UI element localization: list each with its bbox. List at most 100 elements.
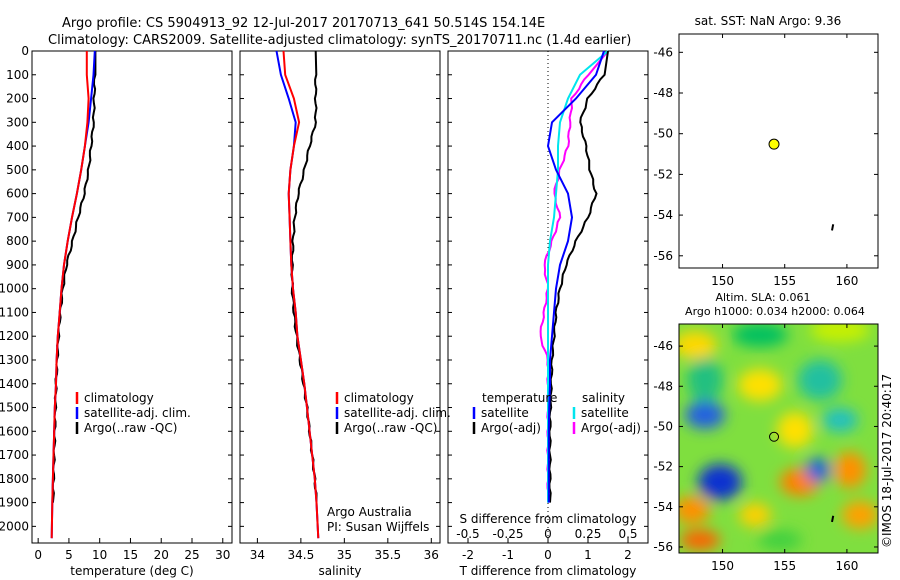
salinity-series-group	[275, 50, 320, 539]
legend-label-s-satellite: satellite	[581, 406, 629, 420]
difference-series-group	[539, 50, 609, 503]
depth-tick-label: 800	[6, 234, 29, 248]
sla-map-subtitle: Argo h1000: 0.034 h2000: 0.064	[685, 305, 865, 318]
imos-stamp: ©IMOS 18-Jul-2017 20:40:17	[880, 374, 894, 548]
series-line-satellite-adj-clim-	[50, 50, 96, 539]
x-tick-label: 34	[250, 548, 265, 562]
sla-map-title: Altim. SLA: 0.061	[715, 291, 810, 304]
difference-legend: temperature salinity satellite Argo(-adj…	[472, 391, 641, 435]
map-y-tick-label: -54	[653, 500, 673, 514]
salinity-panel-frame	[239, 50, 441, 544]
depth-tick-label: 1100	[0, 305, 29, 319]
x-tick-label: 0	[544, 548, 552, 562]
map-y-tick-label: -50	[653, 419, 673, 433]
x-tick-label: 25	[184, 548, 199, 562]
map-y-tick-label: -56	[653, 540, 673, 554]
x2-tick-label: 0.25	[575, 527, 602, 541]
sst-map-frame	[678, 33, 879, 269]
temperature-panel-frame	[31, 50, 233, 544]
x2-tick-label: -0.5	[456, 527, 479, 541]
map-x-tick-label: 150	[711, 559, 734, 573]
depth-tick-label: 1700	[0, 448, 29, 462]
legend-title-temperature: temperature	[482, 391, 557, 405]
x-tick-label: 34.5	[288, 548, 315, 562]
depth-tick-label: 1900	[0, 496, 29, 510]
series-line-satellite	[546, 50, 605, 503]
legend-label-satellite: satellite-adj. clim.	[344, 406, 451, 420]
x2-tick-label: 0.5	[618, 527, 637, 541]
salinity-legend: climatology satellite-adj. clim. Argo(..…	[327, 391, 451, 534]
x-tick-label: 10	[92, 548, 107, 562]
x-tick-label: 20	[154, 548, 169, 562]
axes-group: 0 5 10 15 20 25 300100200300400500600700800900…	[0, 44, 648, 562]
difference-xlabel: T difference from climatology	[459, 564, 637, 578]
depth-tick-label: 900	[6, 258, 29, 272]
depth-tick-label: 1400	[0, 377, 29, 391]
sla-map-frame	[678, 323, 879, 554]
depth-tick-label: 600	[6, 187, 29, 201]
difference-x2label: S difference from climatology	[460, 512, 637, 526]
map-x-tick-label: 160	[835, 274, 858, 288]
sst-map-content: 150 155 160 -46 -48 -50 -52 -54 -56	[653, 34, 878, 288]
float-track	[831, 224, 835, 231]
depth-tick-label: 1300	[0, 353, 29, 367]
depth-tick-label: 200	[6, 92, 29, 106]
float-position-marker	[769, 431, 780, 442]
depth-tick-label: 2000	[0, 519, 29, 533]
legend-label-climatology: climatology	[344, 391, 414, 405]
temperature-legend: climatology satellite-adj. clim. Argo(..…	[75, 391, 191, 435]
legend-label-argo: Argo(..raw -QC)	[344, 421, 437, 435]
map-y-tick-label: -56	[653, 249, 673, 263]
map-y-tick-label: -50	[653, 127, 673, 141]
legend-label-t-satellite: satellite	[481, 406, 529, 420]
x-tick-label: 36	[424, 548, 439, 562]
x-tick-label: -1	[502, 548, 514, 562]
x-tick-label: 0	[34, 548, 42, 562]
depth-tick-label: 1200	[0, 329, 29, 343]
sla-heatmap	[679, 324, 878, 553]
figure-title-line2: Climatology: CARS2009. Satellite-adjuste…	[48, 33, 631, 48]
map-x-tick-label: 160	[835, 559, 858, 573]
x-tick-label: 35.5	[374, 548, 401, 562]
map-y-tick-label: -48	[653, 379, 673, 393]
legend-label-climatology: climatology	[84, 391, 154, 405]
depth-tick-label: 400	[6, 139, 29, 153]
x-tick-label: 2	[624, 548, 632, 562]
map-y-tick-label: -48	[653, 86, 673, 100]
map-y-tick-label: -52	[653, 460, 673, 474]
attribution-line2: PI: Susan Wijffels	[327, 520, 429, 534]
x2-tick-label: 0	[544, 527, 552, 541]
depth-tick-label: 500	[6, 163, 29, 177]
salinity-xlabel: salinity	[318, 564, 361, 578]
map-y-tick-label: -54	[653, 208, 673, 222]
x-tick-label: 30	[215, 548, 230, 562]
depth-tick-label: 1600	[0, 424, 29, 438]
x2-tick-label: -0.25	[492, 527, 523, 541]
depth-tick-label: 0	[21, 44, 29, 58]
depth-tick-label: 1000	[0, 282, 29, 296]
legend-label-satellite: satellite-adj. clim.	[84, 406, 191, 420]
map-x-tick-label: 150	[711, 274, 734, 288]
sst-map-title: sat. SST: NaN Argo: 9.36	[695, 14, 842, 28]
sla-map-content: 150 155 160 -46 -48 -50 -52 -54 -56	[653, 324, 878, 573]
depth-tick-label: 700	[6, 210, 29, 224]
depth-tick-label: 300	[6, 115, 29, 129]
temperature-series-group	[50, 50, 97, 539]
map-y-tick-label: -46	[653, 339, 673, 353]
temperature-xlabel: temperature (deg C)	[70, 564, 193, 578]
attribution-line1: Argo Australia	[327, 505, 412, 519]
figure-title-line1: Argo profile: CS 5904913_92 12-Jul-2017 …	[62, 16, 545, 31]
map-x-tick-label: 155	[773, 559, 796, 573]
x-tick-label: 35	[337, 548, 352, 562]
depth-tick-label: 100	[6, 68, 29, 82]
float-track	[831, 515, 835, 523]
legend-label-argo: Argo(..raw -QC)	[84, 421, 177, 435]
series-line-climatology	[282, 50, 320, 539]
x-tick-label: 1	[584, 548, 592, 562]
legend-label-s-argo: Argo(-adj)	[581, 421, 641, 435]
series-line-climatology	[50, 51, 90, 539]
depth-tick-label: 1800	[0, 472, 29, 486]
x-tick-label: 15	[123, 548, 138, 562]
legend-label-t-argo: Argo(-adj)	[481, 421, 541, 435]
